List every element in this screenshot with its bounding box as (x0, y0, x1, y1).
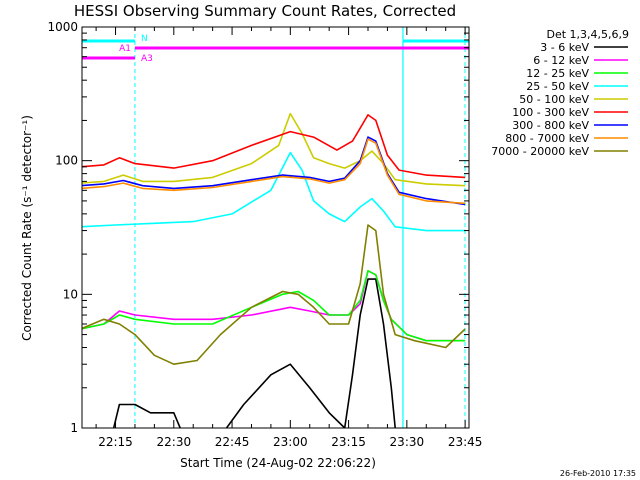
legend-label: 3 - 6 keV (540, 41, 589, 54)
y-axis-label: Corrected Count Rate (s⁻¹ detector⁻¹) (20, 115, 34, 341)
y-tick-label: 1 (70, 421, 78, 435)
x-tick-label: 22:45 (215, 435, 250, 449)
plot-frame (81, 26, 470, 429)
legend-label: 100 - 300 keV (512, 106, 589, 119)
x-axis: 22:15 22:30 22:45 23:00 23:15 23:30 23:45 (95, 27, 483, 449)
legend-label: 50 - 100 keV (519, 93, 589, 106)
attenuator-a1-label: A1 (119, 44, 131, 54)
legend-label: 7000 - 20000 keV (491, 145, 589, 158)
x-tick-label: 23:15 (331, 435, 366, 449)
series-line-4 (82, 112, 466, 187)
series-line-2 (82, 270, 466, 342)
legend-label: 12 - 25 keV (526, 67, 589, 80)
y-tick-label: 10 (63, 287, 78, 301)
legend-label: 300 - 800 keV (512, 119, 589, 132)
chart-title: HESSI Observing Summary Count Rates, Cor… (74, 2, 456, 20)
x-tick-label: 23:30 (390, 435, 425, 449)
x-axis-label: Start Time (24-Aug-02 22:06:22) (180, 456, 376, 470)
attenuator-a3-label: A3 (141, 54, 153, 64)
x-tick-label: 22:15 (98, 435, 133, 449)
y-tick-label: 1000 (47, 20, 78, 34)
series-line-0 (112, 278, 397, 428)
x-tick-label: 22:30 (157, 435, 192, 449)
series-line-5 (82, 114, 466, 179)
x-tick-label: 23:00 (273, 435, 308, 449)
legend-label: 800 - 7000 keV (505, 132, 589, 145)
legend-label: 25 - 50 keV (526, 80, 589, 93)
series-line-3 (82, 151, 466, 232)
y-tick-label: 100 (55, 154, 78, 168)
series-line-7 (82, 138, 466, 205)
y-axis: 1 10 100 1000 (47, 20, 469, 435)
series-line-1 (82, 270, 466, 342)
series-line-6 (82, 136, 466, 206)
x-tick-label: 23:45 (448, 435, 483, 449)
series-line-8 (82, 224, 466, 365)
night-label: N (141, 34, 148, 44)
series-lines (82, 112, 466, 428)
legend-title: Det 1,3,4,5,6,9 (546, 28, 629, 41)
legend-label: 6 - 12 keV (533, 54, 589, 67)
plot-area (81, 26, 470, 429)
footer-timestamp: 26-Feb-2010 17:35 (560, 469, 636, 478)
